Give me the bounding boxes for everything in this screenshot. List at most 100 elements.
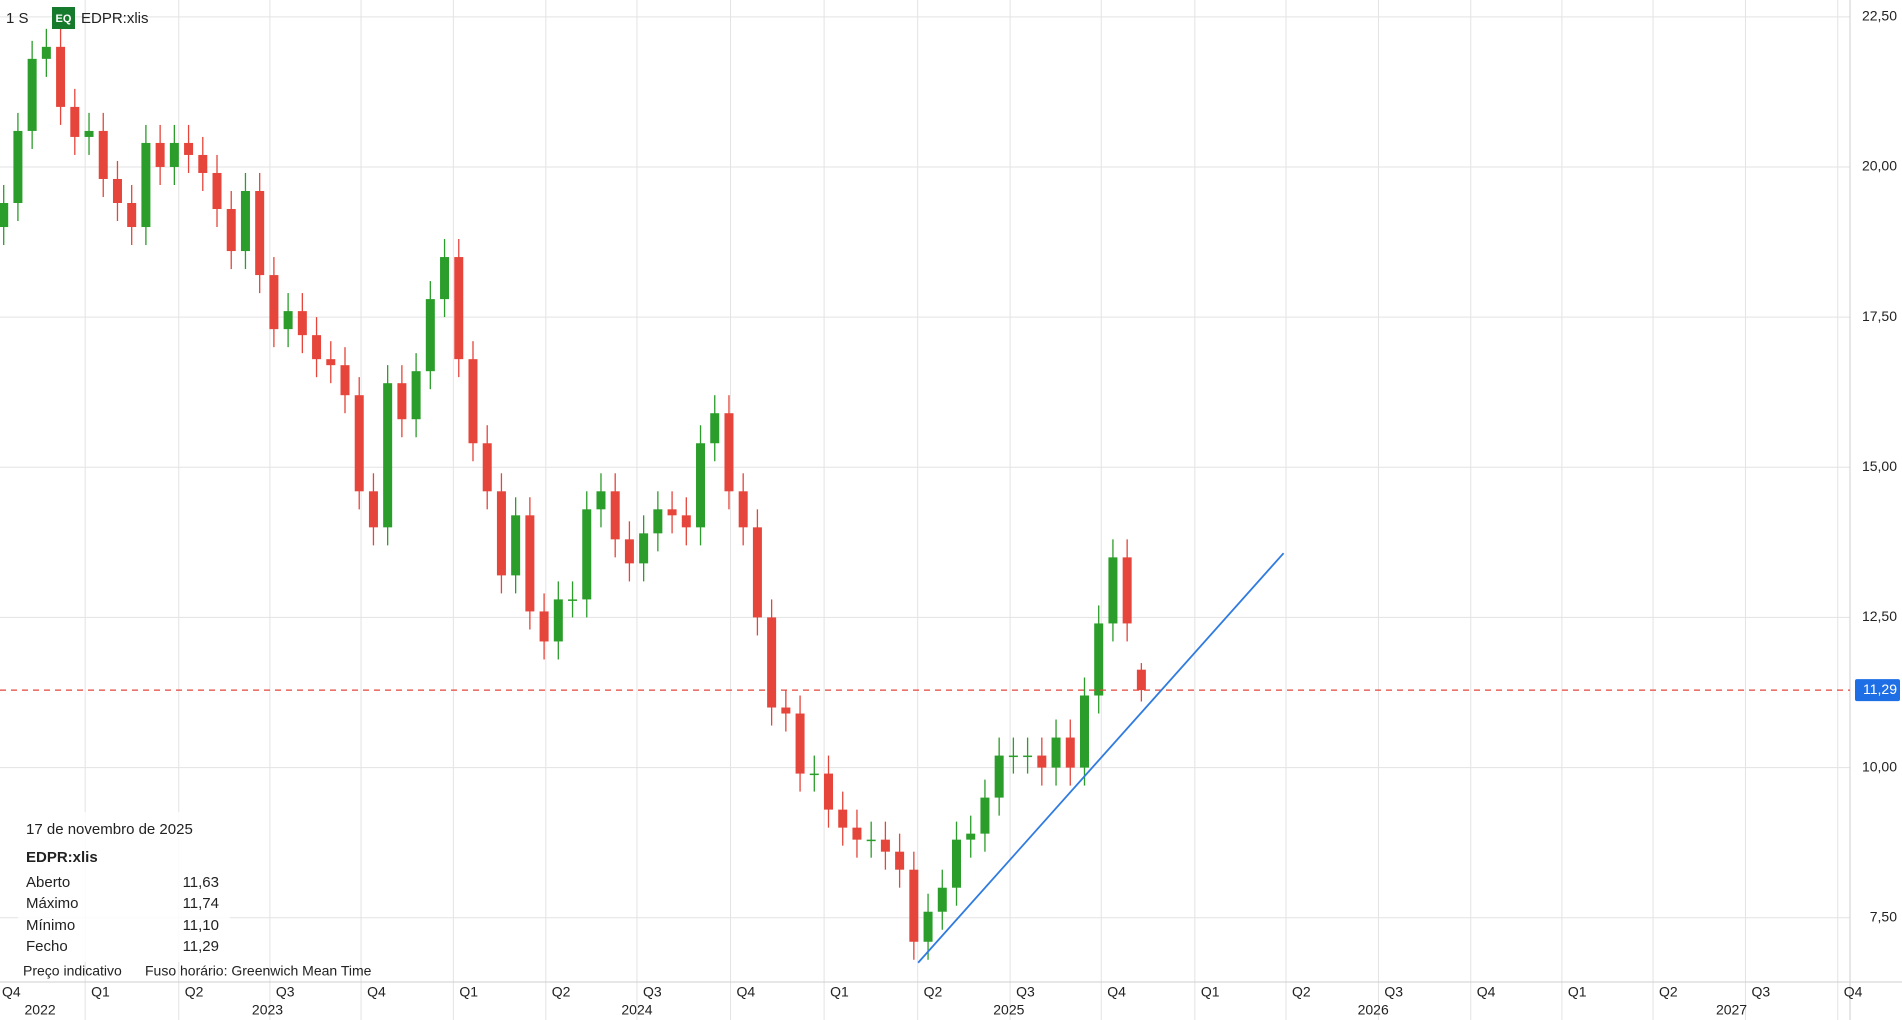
candle-body (781, 707, 791, 714)
candle-body (1122, 557, 1132, 624)
x-tick-label: Q4 (1844, 984, 1863, 1000)
candle-body (41, 46, 51, 59)
candle-body (710, 413, 720, 444)
x-tick-label: Q2 (552, 984, 571, 1000)
candle-body (994, 755, 1004, 798)
x-tick-label: Q2 (924, 984, 943, 1000)
candle-body (1065, 737, 1075, 768)
candle-body (454, 257, 464, 360)
candle-body (98, 130, 108, 179)
candle-body (312, 335, 322, 360)
candle-body (1037, 755, 1047, 768)
interval: 1 S (6, 10, 29, 27)
candle-body (27, 58, 37, 131)
info-label: Aberto (26, 874, 70, 891)
candle-body (1008, 755, 1018, 758)
candle-body (255, 190, 265, 276)
candle-body (141, 142, 151, 228)
x-tick-label: Q1 (1568, 984, 1587, 1000)
last-price-tag (1855, 679, 1900, 702)
candle-body (468, 359, 478, 444)
labels: 1 S EQ EDPR:xlis 17 de novembro de 2025 … (2, 7, 1900, 1018)
candle-body (511, 515, 521, 576)
x-tick-label: Q4 (1477, 984, 1496, 1000)
y-tick-label: 7,50 (1870, 908, 1897, 924)
x-tick-label: Q1 (91, 984, 110, 1000)
x-tick-label: Q3 (1751, 984, 1770, 1000)
candle-body (795, 713, 805, 774)
candle-body (539, 611, 549, 642)
info-symbol: EDPR:xlis (26, 849, 98, 866)
candle-body (568, 599, 578, 601)
candle-body (1136, 669, 1146, 691)
info-value: 11,10 (183, 917, 219, 934)
candle-body (84, 130, 94, 137)
y-tick-label: 22,50 (1862, 8, 1897, 24)
x-tick-label: Q4 (2, 984, 21, 1000)
candle-body (880, 839, 890, 852)
candle-body (838, 809, 848, 828)
candle-body (354, 395, 364, 492)
candle-body (895, 851, 905, 870)
x-tick-label: Q1 (830, 984, 849, 1000)
candle-body (980, 797, 990, 834)
info-label: Mínimo (26, 917, 75, 934)
candle-body (383, 383, 393, 528)
candle-body (56, 46, 66, 107)
candle-body (909, 869, 919, 942)
candle-body (70, 106, 80, 137)
candle-body (112, 178, 122, 204)
candle-body (639, 533, 649, 564)
candle-body (283, 311, 293, 330)
last-price-label: 11,29 (1863, 681, 1897, 697)
candle-body (824, 773, 834, 810)
badge-bg (52, 7, 75, 29)
y-tick-label: 15,00 (1862, 458, 1897, 474)
x-tick-label: Q4 (367, 984, 386, 1000)
candle-body (269, 275, 279, 330)
candle-body (809, 773, 819, 776)
candle-body (368, 491, 378, 528)
x-tick-label: Q4 (1107, 984, 1126, 1000)
candle-body (951, 839, 961, 888)
marks (0, 28, 1850, 964)
candle-body (681, 515, 691, 528)
footer-note: Preço indicativo (23, 963, 122, 979)
y-tick-label: 10,00 (1862, 758, 1897, 774)
footer-note: Fuso horário: Greenwich Mean Time (145, 963, 372, 979)
candle-body (596, 491, 606, 510)
candle-body (127, 203, 137, 228)
x-tick-label: Q3 (1384, 984, 1403, 1000)
x-tick-label: Q3 (1016, 984, 1035, 1000)
info-label: Máximo (26, 895, 79, 912)
x-tick-label: Q3 (276, 984, 295, 1000)
candle-body (340, 365, 350, 396)
year-label: 2023 (252, 1002, 283, 1018)
info-value: 11,29 (183, 938, 219, 955)
badge: EQ (56, 13, 72, 25)
year-label: 2024 (621, 1002, 652, 1018)
candle-body (767, 617, 777, 708)
candle-body (0, 203, 9, 228)
info-label: Fecho (26, 938, 68, 955)
candle-body (155, 142, 165, 167)
candle-body (326, 359, 336, 366)
candle-body (297, 311, 307, 336)
candle-body (425, 299, 435, 372)
y-tick-label: 20,00 (1862, 158, 1897, 174)
x-tick-label: Q2 (1292, 984, 1311, 1000)
y-tick-label: 17,50 (1862, 308, 1897, 324)
x-tick-label: Q1 (1201, 984, 1220, 1000)
candle-body (482, 443, 492, 492)
candle-body (525, 515, 535, 612)
x-tick-label: Q2 (185, 984, 204, 1000)
candle-body (397, 383, 407, 420)
candle-body (240, 190, 250, 252)
candle-body (13, 130, 23, 204)
year-label: 2027 (1716, 1002, 1747, 1018)
candle-body (667, 509, 677, 516)
candle-body (198, 154, 208, 173)
candle-body (1108, 557, 1118, 624)
y-tick-label: 12,50 (1862, 608, 1897, 624)
